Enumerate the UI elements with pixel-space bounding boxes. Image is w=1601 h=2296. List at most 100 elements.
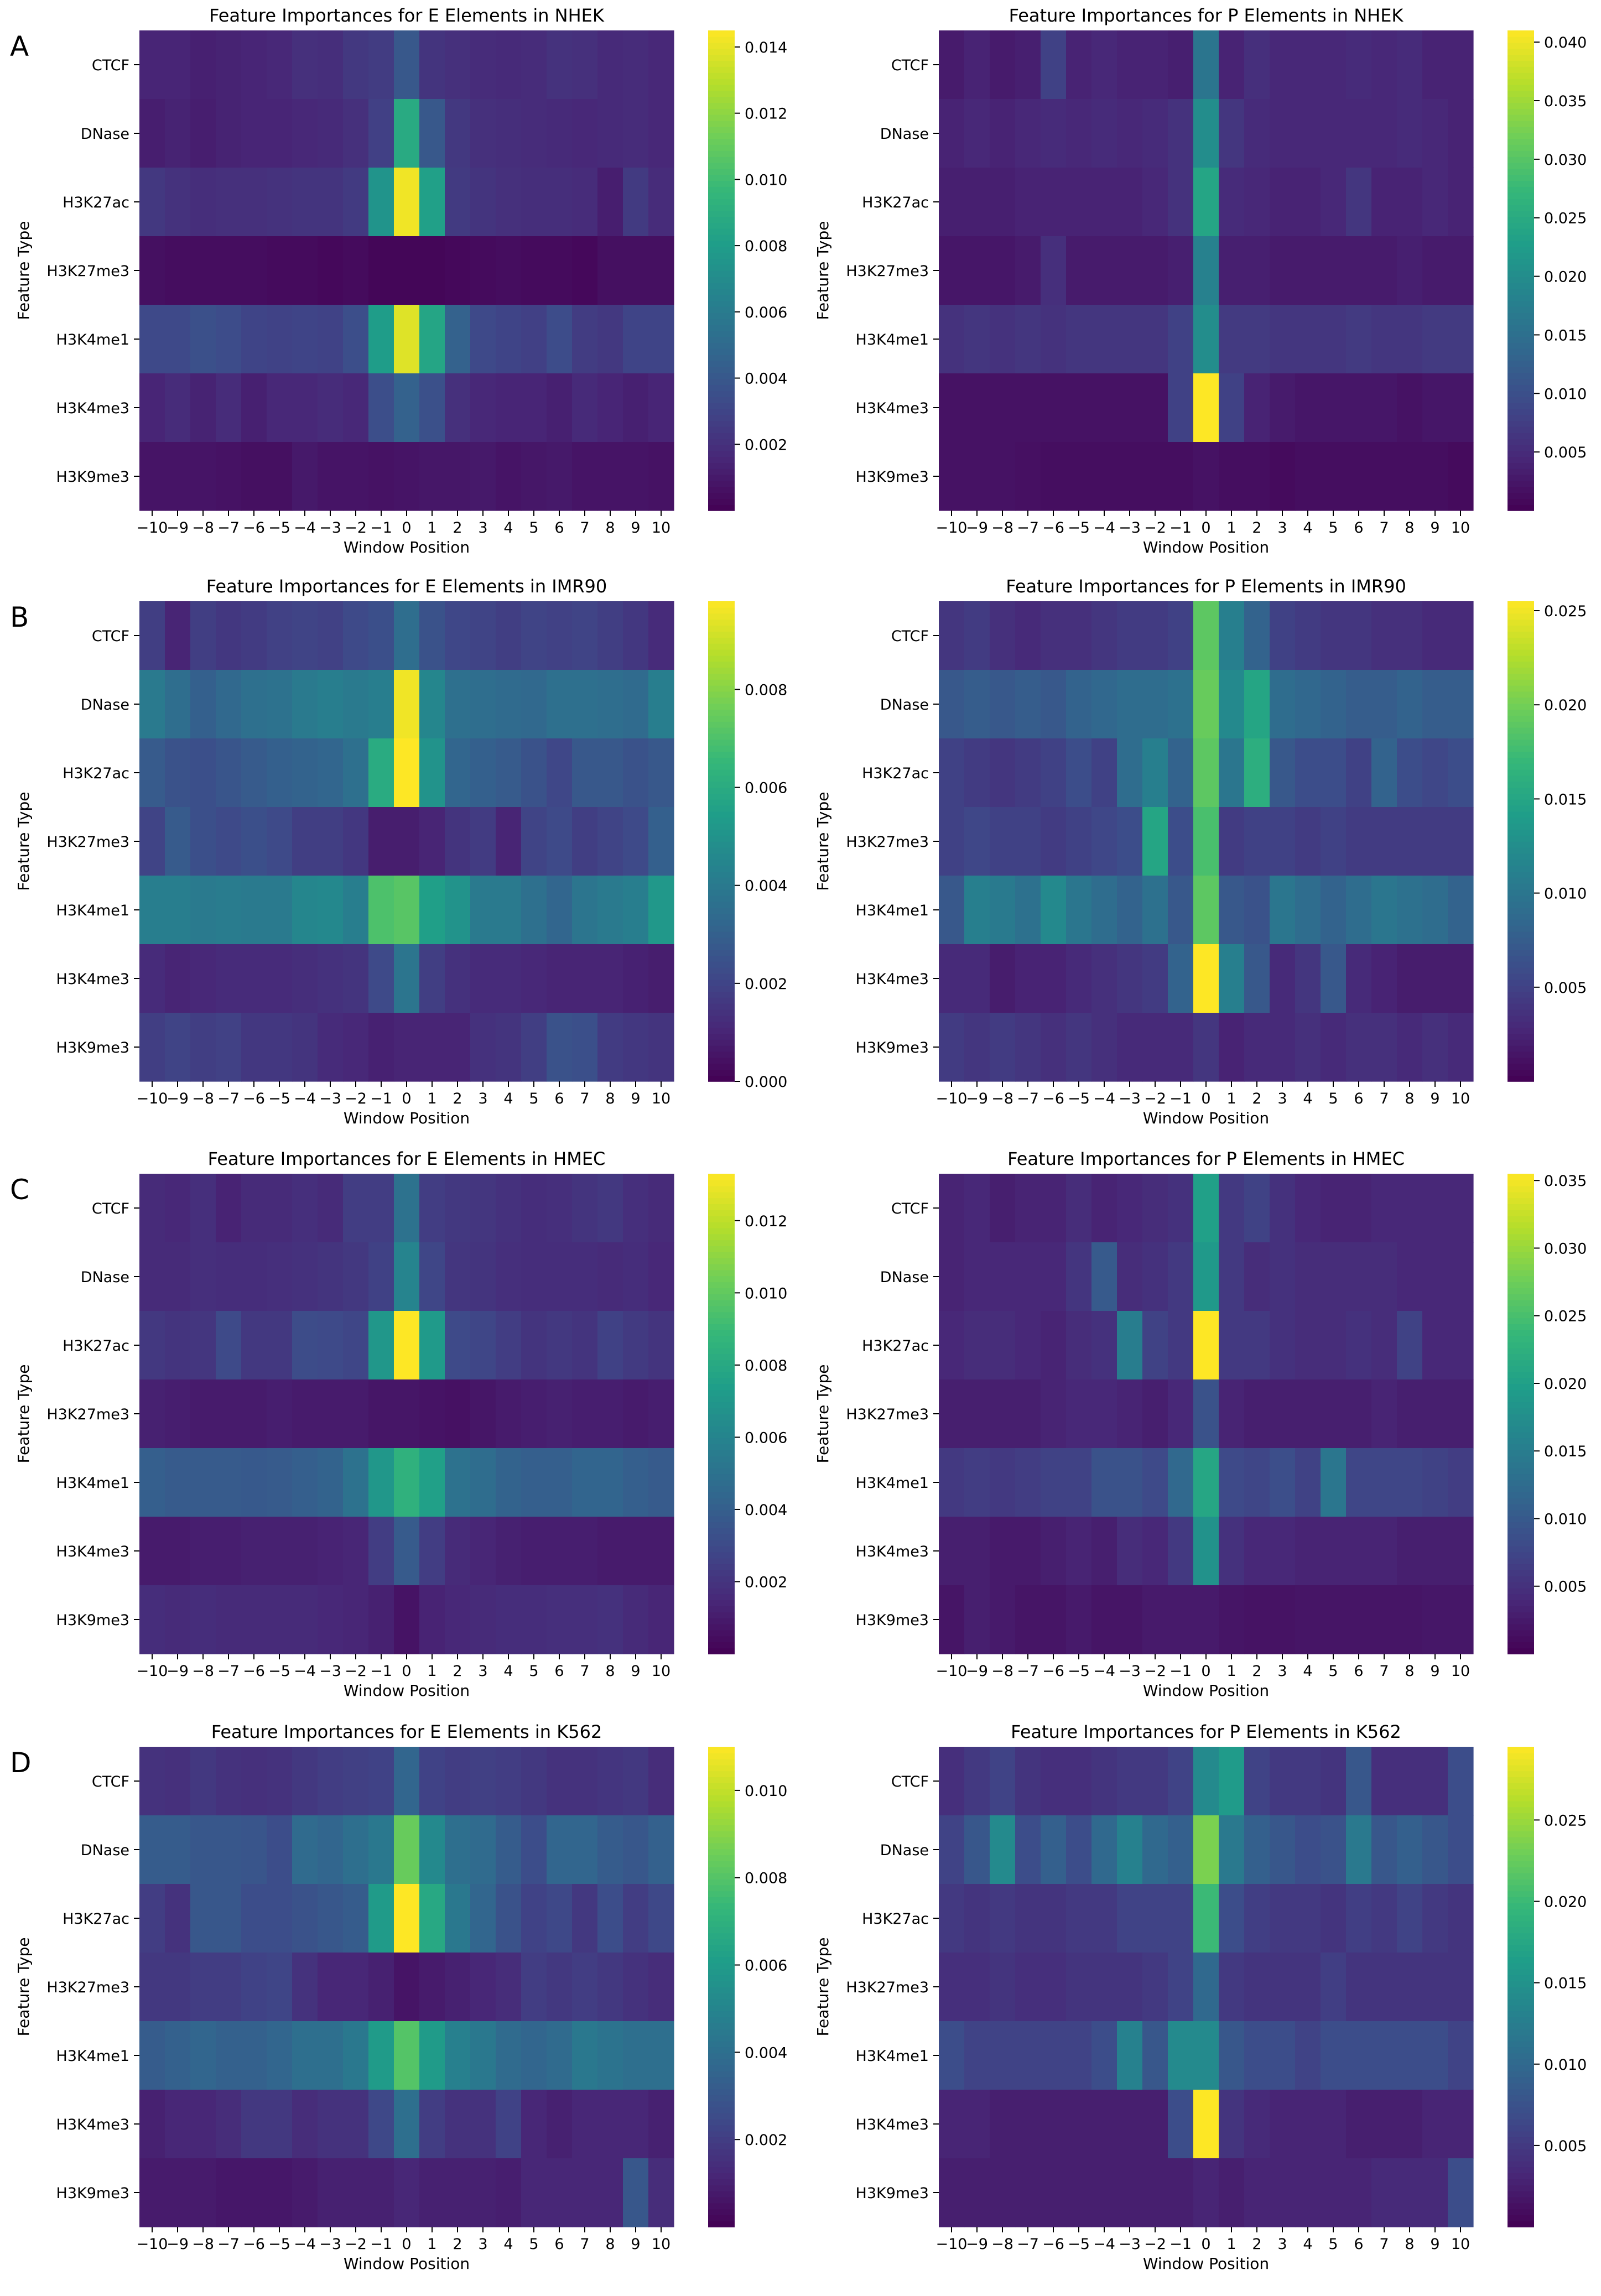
chart-title: Feature Importances for P Elements in IM… (1006, 576, 1406, 597)
heatmap-cell (496, 1884, 522, 1953)
heatmap-cell (1015, 373, 1041, 442)
heatmap-cell (572, 236, 598, 305)
heatmap-cell (1397, 1242, 1423, 1311)
heatmap-cell (1448, 442, 1474, 511)
heatmap-cell (470, 876, 496, 945)
heatmap-cell (572, 1311, 598, 1380)
heatmap-cell (1041, 2021, 1067, 2090)
colorbar-segment (708, 1903, 735, 1909)
heatmap-cell (1168, 1013, 1194, 1082)
colorbar-segment (708, 1933, 735, 1939)
x-tick-label: −3 (1119, 1090, 1141, 1107)
heatmap-cell (964, 944, 990, 1013)
heatmap-cell (190, 373, 216, 442)
heatmap-cell (318, 1884, 344, 1953)
colorbar-segment (708, 276, 735, 283)
colorbar-tick-label: 0.008 (745, 681, 787, 699)
heatmap-cell (1346, 1585, 1372, 1654)
heatmap-cell (1244, 2021, 1270, 2090)
heatmap-cell (216, 168, 242, 237)
heatmap-cell (1015, 236, 1041, 305)
heatmap-cell (1015, 1585, 1041, 1654)
colorbar-segment (1508, 1861, 1534, 1867)
colorbar-tick-label: 0.005 (1544, 1579, 1587, 1596)
colorbar-segment (708, 2082, 735, 2090)
heatmap-cell (470, 2090, 496, 2159)
heatmap-cell (1448, 1585, 1474, 1654)
y-tick-label: H3K27ac (63, 194, 129, 211)
x-tick-label: −6 (243, 1663, 265, 1680)
heatmap-cell (343, 99, 369, 168)
colorbar-segment (1508, 414, 1534, 421)
y-tick-label: H3K4me1 (56, 331, 129, 348)
colorbar-segment (1508, 2070, 1534, 2078)
x-tick-label: 4 (1303, 1663, 1312, 1680)
heatmap-cell (1346, 670, 1372, 739)
heatmap-cell (1193, 876, 1219, 945)
heatmap-cell (648, 1379, 674, 1449)
x-tick-label: 6 (1354, 1090, 1363, 1107)
colorbar-segment (708, 1431, 735, 1439)
colorbar-segment (1508, 1849, 1534, 1856)
heatmap-cell (521, 373, 547, 442)
heatmap-cell (1295, 1448, 1321, 1517)
heatmap-cell (648, 944, 674, 1013)
heatmap-cell (1041, 1013, 1067, 1082)
y-tick-label: H3K4me1 (856, 2048, 929, 2065)
heatmap-cell (648, 807, 674, 876)
heatmap-cell (623, 1884, 649, 1953)
heatmap-cell (419, 1517, 445, 1586)
y-tick-label: H3K27me3 (46, 1406, 129, 1423)
colorbar-segment (708, 1461, 735, 1469)
heatmap-cell (1066, 1013, 1092, 1082)
heatmap-cell (165, 1311, 191, 1380)
colorbar-segment (708, 1836, 735, 1844)
heatmap-cell (139, 1517, 165, 1586)
heatmap-cell (1193, 1311, 1219, 1380)
colorbar-segment (708, 2076, 735, 2084)
colorbar-segment (708, 751, 735, 758)
colorbar-segment (708, 282, 735, 289)
heatmap-cell (445, 807, 471, 876)
heatmap-cell (216, 2090, 242, 2159)
x-tick-label: −5 (268, 2236, 290, 2253)
heatmap-cell (521, 2021, 547, 2090)
colorbar-segment (1508, 991, 1534, 998)
colorbar-segment (1508, 378, 1534, 385)
colorbar-segment (708, 2137, 735, 2143)
colorbar-segment (708, 294, 735, 301)
x-tick-label: 9 (1430, 519, 1439, 537)
colorbar-tick-label: 0.025 (1544, 1812, 1587, 1829)
heatmap-cell (623, 99, 649, 168)
heatmap-cell (572, 305, 598, 374)
colorbar-segment (1508, 2209, 1534, 2216)
colorbar-segment (1508, 781, 1534, 788)
colorbar-segment (708, 2053, 735, 2059)
x-tick-label: 9 (631, 1663, 640, 1680)
heatmap-cell (318, 601, 344, 670)
colorbar-segment (708, 1492, 735, 1498)
heatmap-cell (139, 1747, 165, 1816)
x-tick-label: 3 (478, 1090, 487, 1107)
colorbar-segment (1508, 2221, 1534, 2227)
heatmap-cell (368, 2090, 394, 2159)
y-axis-label: Feature Type (814, 1937, 832, 2036)
heatmap-cell (1066, 1953, 1092, 2022)
heatmap-cell (318, 944, 344, 1013)
heatmap-cell (267, 1311, 293, 1380)
heatmap-cell (343, 670, 369, 739)
heatmap-cell (419, 1379, 445, 1449)
heatmap-cell (1270, 442, 1296, 511)
colorbar-segment (1508, 619, 1534, 626)
heatmap-cell (964, 1379, 990, 1449)
heatmap-cell (1270, 305, 1296, 374)
colorbar-segment (1508, 2112, 1534, 2120)
heatmap-cell (1142, 1953, 1168, 2022)
heatmap-cell (572, 738, 598, 808)
colorbar-segment (1508, 1594, 1534, 1601)
x-tick-label: 0 (1201, 519, 1210, 537)
heatmap-cell (241, 601, 267, 670)
heatmap-cell (572, 2021, 598, 2090)
heatmap-cell (1397, 305, 1423, 374)
heatmap-cell (521, 2158, 547, 2227)
